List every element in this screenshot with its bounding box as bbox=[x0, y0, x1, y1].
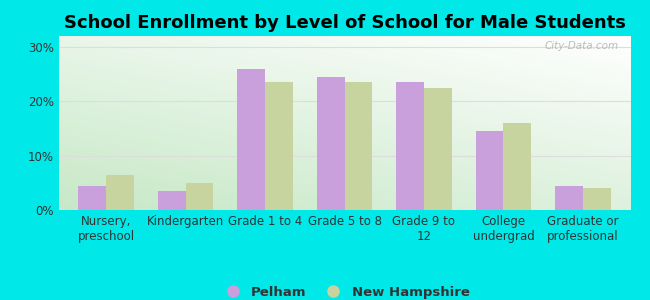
Title: School Enrollment by Level of School for Male Students: School Enrollment by Level of School for… bbox=[64, 14, 625, 32]
Bar bbox=[424, 88, 452, 210]
Text: City-Data.com: City-Data.com bbox=[545, 41, 619, 51]
Bar bbox=[555, 185, 583, 210]
Bar bbox=[265, 82, 293, 210]
Bar bbox=[106, 175, 134, 210]
Legend: Pelham, New Hampshire: Pelham, New Hampshire bbox=[214, 281, 474, 300]
Bar bbox=[186, 183, 213, 210]
Bar bbox=[237, 69, 265, 210]
Bar bbox=[317, 77, 345, 210]
Bar bbox=[583, 188, 610, 210]
Bar bbox=[158, 191, 186, 210]
Bar bbox=[396, 82, 424, 210]
Bar bbox=[476, 131, 503, 210]
Bar bbox=[79, 185, 106, 210]
Bar bbox=[503, 123, 531, 210]
Bar bbox=[344, 82, 372, 210]
